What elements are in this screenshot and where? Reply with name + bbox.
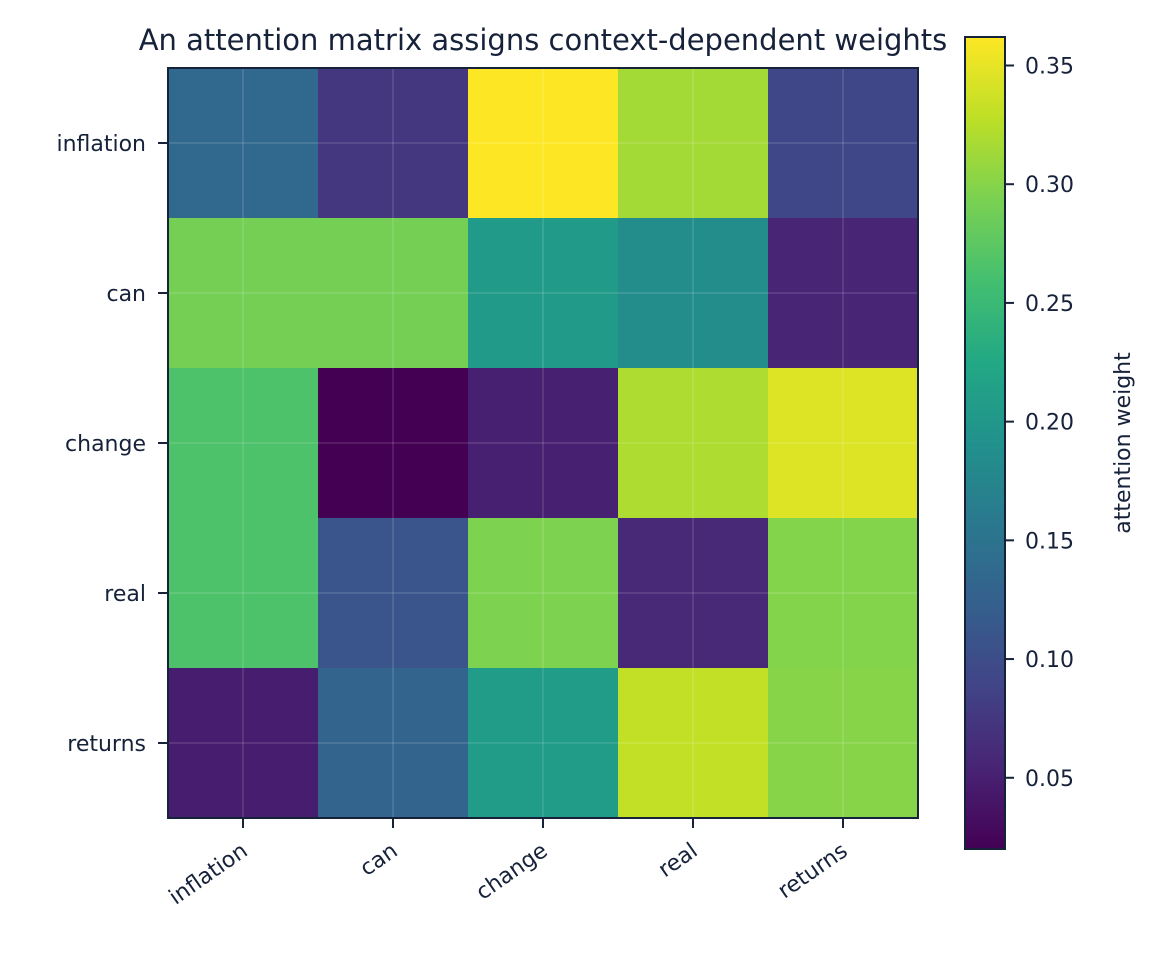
heatmap-cell-1-4 [768,218,918,368]
heatmap-cell-0-4 [768,68,918,218]
heatmap-cell-3-1 [318,518,468,668]
heatmap-cell-3-2 [468,518,618,668]
colorbar-gradient [964,36,1006,850]
heatmap-cell-0-0 [168,68,318,218]
colorbar-tick-label: 0.10 [1025,648,1074,673]
y-tick-label: real [104,582,146,607]
heatmap-cell-0-2 [468,68,618,218]
heatmap-cell-1-3 [618,218,768,368]
colorbar-tick-label: 0.05 [1025,767,1074,792]
chart-title: An attention matrix assigns context-depe… [139,23,948,57]
heatmap-cell-1-1 [318,218,468,368]
heatmap-cell-4-0 [168,668,318,818]
colorbar-tick-label: 0.20 [1025,411,1074,436]
heatmap-cell-3-4 [768,518,918,668]
heatmap-cell-2-1 [318,368,468,518]
y-tick-label: inflation [56,132,146,157]
heatmap-cell-4-1 [318,668,468,818]
y-tick-label: change [65,432,146,457]
colorbar-label: attention weight [1111,352,1136,534]
heatmap-cell-0-1 [318,68,468,218]
heatmap-cell-0-3 [618,68,768,218]
y-tick-label: can [106,282,146,307]
heatmap-cell-2-2 [468,368,618,518]
grid-lines [168,68,918,818]
x-tick-label: inflation [165,838,253,910]
y-tick-label: returns [67,732,146,757]
heatmap-cell-2-0 [168,368,318,518]
heatmap-cell-4-2 [468,668,618,818]
heatmap-cell-1-2 [468,218,618,368]
y-axis: inflation can change real returns [56,132,168,757]
heatmap-cell-2-4 [768,368,918,518]
heatmap-cell-1-0 [168,218,318,368]
colorbar-tick-label: 0.15 [1025,529,1074,554]
heatmap-cell-4-3 [618,668,768,818]
colorbar-tick-label: 0.30 [1025,173,1074,198]
x-tick-label: can [356,838,403,881]
colorbar: 0.05 0.10 0.15 0.20 0.25 0.30 0.35 attention we… [964,36,1136,850]
x-tick-label: returns [774,838,853,904]
colorbar-tick-label: 0.35 [1025,54,1074,79]
x-tick-label: real [654,838,703,882]
x-tick-label: change [472,838,553,905]
heatmap-cell-3-3 [618,518,768,668]
heatmap-cell-3-0 [168,518,318,668]
heatmap-cell-4-4 [768,668,918,818]
colorbar-tick-label: 0.25 [1025,292,1074,317]
heatmap-cell-2-3 [618,368,768,518]
heatmap-cells [168,68,918,818]
x-axis: inflation can change real returns [165,818,853,910]
